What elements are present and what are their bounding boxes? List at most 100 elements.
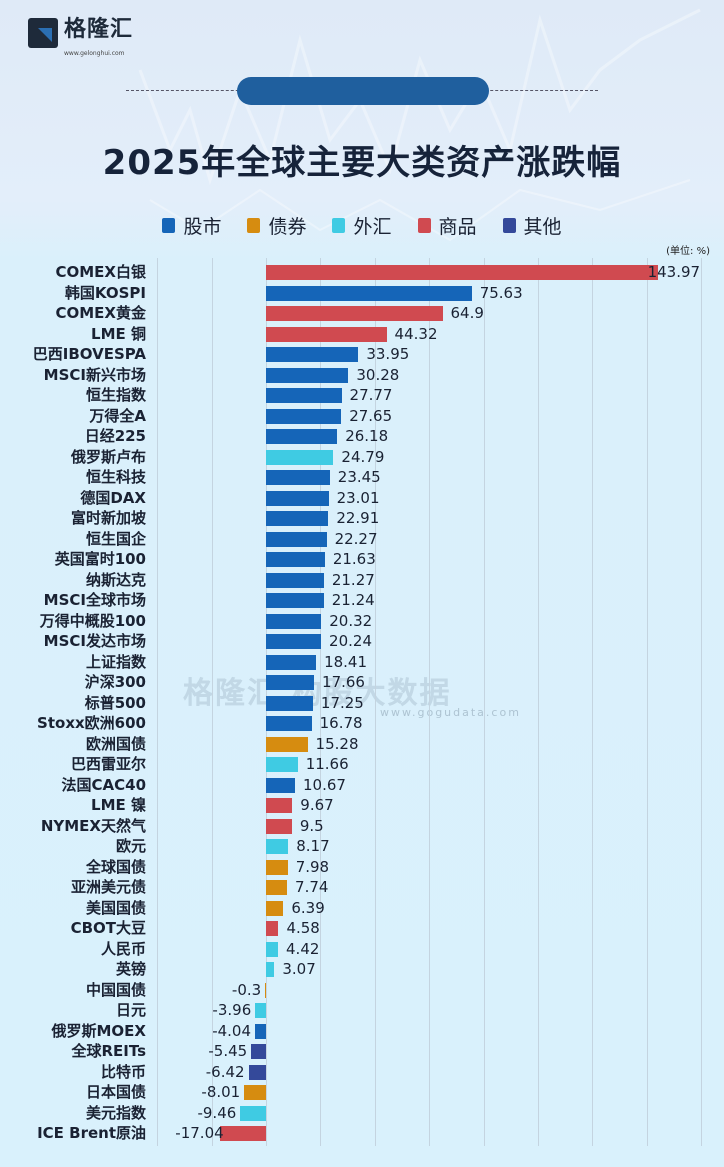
category-label: 德国DAX	[80, 488, 146, 507]
category-label: 恒生指数	[85, 386, 146, 404]
bar	[266, 634, 322, 649]
bar	[255, 1023, 266, 1039]
value-label: 20.32	[329, 611, 373, 630]
category-label: NYMEX天然气	[40, 816, 146, 835]
value-label: 15.28	[315, 734, 359, 753]
category-label: Stoxx欧洲600	[37, 714, 146, 732]
bar-row: 欧元 8.17	[0, 836, 724, 857]
bar-row: 富时新加坡 22.91	[0, 508, 724, 529]
category-label: 俄罗斯MOEX	[51, 1021, 147, 1040]
gridline	[320, 258, 322, 1146]
value-label: -0.3	[231, 980, 262, 999]
gridline	[592, 258, 594, 1146]
bar-row: 万得全A 27.65	[0, 406, 724, 427]
logo-text: 格隆汇	[64, 17, 134, 42]
bar	[266, 695, 313, 711]
value-label: 9.67	[300, 796, 334, 814]
value-label: 16.78	[319, 714, 363, 732]
bar	[219, 1126, 266, 1141]
value-label: 75.63	[479, 283, 523, 302]
bar-row: 美元指数 -9.46	[0, 1103, 724, 1124]
value-label: 23.45	[337, 468, 381, 486]
bar	[255, 1003, 266, 1018]
category-label: 比特币	[100, 1062, 146, 1081]
bar	[266, 408, 342, 424]
bar-row: 恒生国企 22.27	[0, 529, 724, 550]
bar-row: 巴西IBOVESPA 33.95	[0, 344, 724, 365]
value-label: -6.42	[205, 1062, 245, 1081]
value-label: -3.96	[212, 1001, 252, 1019]
legend-swatch-icon	[417, 218, 431, 233]
category-label: ICE Brent原油	[37, 1124, 146, 1142]
bar	[266, 798, 293, 813]
category-label: 英镑	[115, 960, 146, 978]
bar	[266, 736, 308, 752]
bar	[266, 429, 338, 444]
legend-label: 外汇	[353, 216, 392, 238]
value-label: -8.01	[201, 1083, 241, 1101]
gridline	[538, 258, 539, 1146]
category-label: 标普500	[84, 693, 146, 712]
value-label: -9.46	[197, 1103, 237, 1122]
category-label: 日元	[115, 1001, 146, 1019]
value-label: 4.58	[286, 919, 320, 937]
category-label: 全球国债	[85, 857, 146, 876]
category-label: 巴西IBOVESPA	[32, 345, 146, 363]
gridline	[646, 258, 648, 1146]
gridline	[429, 258, 431, 1146]
category-label: LME 铜	[91, 324, 146, 343]
bar-row: 全球REITs -5.45	[0, 1041, 724, 1062]
bar-row: 标普500 17.25	[0, 693, 724, 714]
legend-label: 商品	[438, 216, 477, 238]
bar-row: 英镑 3.07	[0, 959, 724, 980]
bar-row: 纳斯达克 21.27	[0, 570, 724, 591]
category-label: 欧元	[115, 837, 146, 855]
bar-row: 全球国债 7.98	[0, 857, 724, 878]
category-label: 巴西雷亚尔	[70, 755, 146, 773]
value-label: 4.42	[286, 939, 320, 958]
bar-row: LME 铜 44.32	[0, 324, 724, 345]
value-label: 143.97	[647, 263, 701, 281]
bar	[266, 593, 324, 608]
category-label: 亚洲美元债	[70, 878, 146, 896]
bar-row: 美国国债 6.39	[0, 898, 724, 919]
gridline	[374, 258, 376, 1146]
value-label: 21.24	[331, 591, 375, 609]
bar	[266, 490, 329, 506]
bar-row: LME 镍 9.67	[0, 795, 724, 816]
category-label: 恒生国企	[85, 529, 146, 548]
value-label: 33.95	[366, 345, 410, 363]
value-label: 8.17	[296, 837, 330, 855]
value-label: -5.45	[208, 1042, 248, 1060]
bar-row: 日元 -3.96	[0, 1000, 724, 1021]
bar-row: 恒生指数 27.77	[0, 385, 724, 406]
category-label: 俄罗斯卢布	[70, 447, 146, 466]
category-label: 日本国债	[85, 1083, 146, 1101]
category-label: 上证指数	[85, 652, 146, 671]
legend-item: 股市	[162, 212, 221, 239]
category-label: LME 镍	[91, 796, 146, 814]
bar-row: 日经225 26.18	[0, 426, 724, 447]
category-label: 中国国债	[85, 980, 146, 999]
bar	[266, 716, 312, 731]
bar-row: MSCI发达市场 20.24	[0, 631, 724, 652]
category-label: 美元指数	[85, 1103, 146, 1122]
bar	[266, 367, 349, 383]
bar	[266, 552, 325, 567]
legend-label: 股市	[183, 216, 222, 238]
bar-row: 法国CAC40 10.67	[0, 775, 724, 796]
value-label: 7.74	[295, 878, 329, 896]
bar	[251, 1044, 266, 1059]
category-label: 万得全A	[89, 406, 146, 425]
bar-row: MSCI新兴市场 30.28	[0, 365, 724, 386]
bar	[266, 880, 288, 895]
bar	[266, 449, 334, 465]
category-label: COMEX黄金	[55, 304, 147, 322]
bar	[240, 1105, 266, 1121]
bar-row: 万得中概股100 20.32	[0, 611, 724, 632]
bar	[266, 839, 289, 854]
bar	[266, 531, 327, 547]
legend-item: 其他	[502, 212, 562, 239]
bar	[266, 265, 658, 280]
bar	[266, 675, 315, 690]
